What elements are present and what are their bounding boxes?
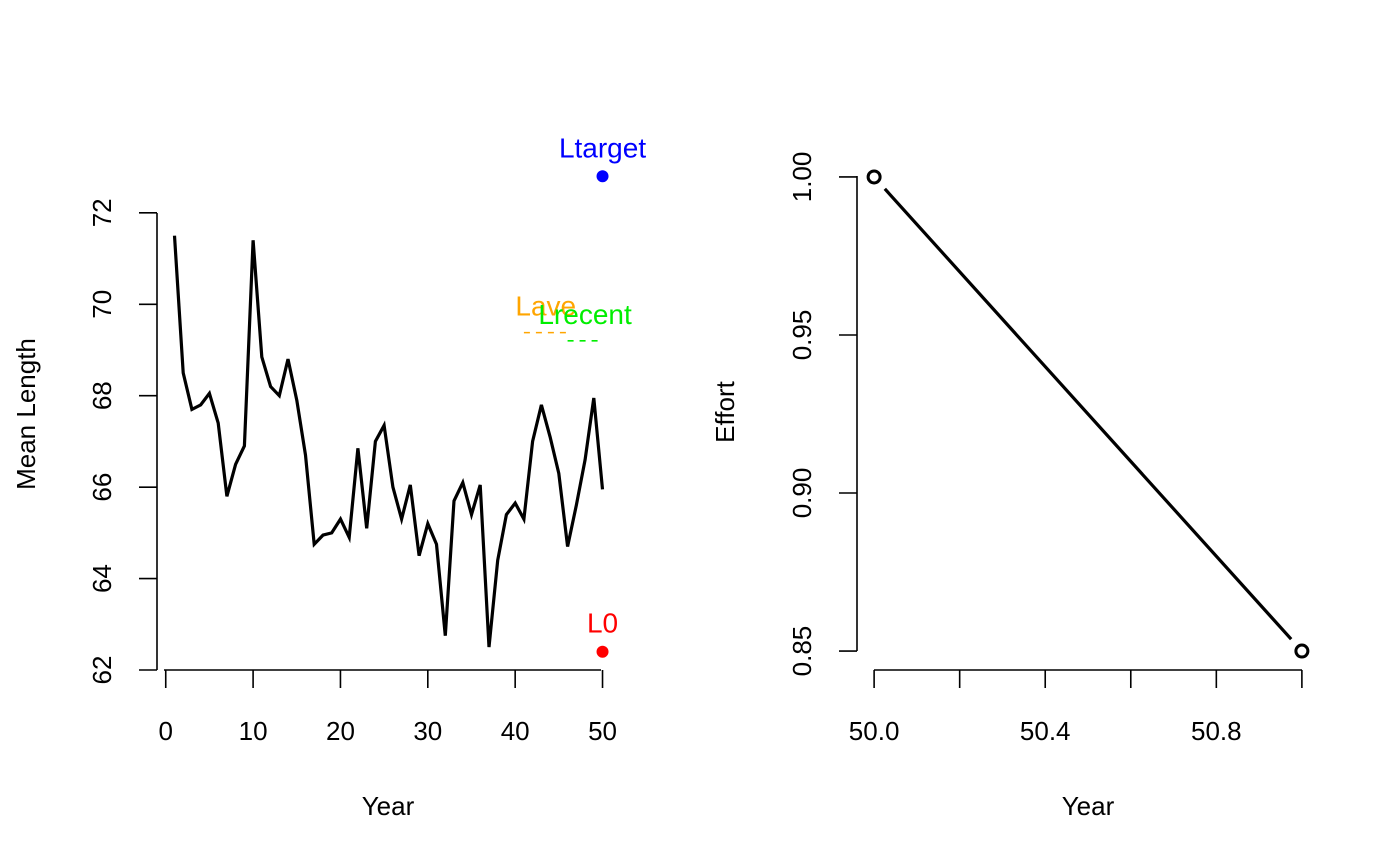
- annotation-label-ltarget: Ltarget: [559, 132, 646, 163]
- effort-x-tick-label: 50.4: [1020, 716, 1071, 746]
- mean-length-y-tick-label: 72: [87, 198, 117, 227]
- mean-length-x-tick-label: 40: [501, 716, 530, 746]
- annotation-point-ltarget: [596, 170, 609, 183]
- effort-points: [866, 169, 1310, 659]
- annotation-label-lrecent: Lrecent: [538, 299, 632, 330]
- effort-x-tick-label: 50.0: [849, 716, 900, 746]
- mean-length-x-tick-label: 30: [413, 716, 442, 746]
- mean-length-y-tick-label: 68: [87, 381, 117, 410]
- mean-length-x-tick-label: 50: [588, 716, 617, 746]
- annotation-label-lave: Lave: [515, 291, 576, 322]
- effort-y-tick-label: 1.00: [787, 152, 817, 203]
- effort-point: [1294, 643, 1310, 659]
- effort-x-axis-title: Year: [1062, 791, 1115, 821]
- effort-point: [866, 169, 882, 185]
- mean-length-x-axis-title: Year: [362, 791, 415, 821]
- annotation-label-l0: L0: [587, 608, 618, 639]
- mean-length-series-line: [172, 235, 605, 648]
- effort-y-tick-label: 0.90: [787, 468, 817, 519]
- effort-ticks: 50.0 50.4 50.8 0.85 0.90 0.95 1.00: [787, 152, 1303, 746]
- mean-length-y-tick-label: 70: [87, 290, 117, 319]
- mean-length-y-axis-title: Mean Length: [11, 338, 41, 490]
- mean-length-y-tick-label: 66: [87, 473, 117, 502]
- effort-y-axis-title: Effort: [710, 380, 740, 442]
- mean-length-x-tick-label: 20: [326, 716, 355, 746]
- effort-series-line: [883, 187, 1293, 641]
- mean-length-x-tick-label: 0: [159, 716, 173, 746]
- annotation-point-l0: [596, 645, 609, 658]
- mean-length-panel: 0 10 20 30 40 50 62 64 66 68 70 72 Ltarget L0 LaveLre…: [11, 132, 646, 821]
- effort-x-tick-label: 50.8: [1191, 716, 1242, 746]
- mean-length-ticks: 0 10 20 30 40 50 62 64 66 68 70 72: [87, 198, 617, 746]
- mean-length-x-tick-label: 10: [239, 716, 268, 746]
- effort-y-tick-label: 0.95: [787, 310, 817, 361]
- effort-panel: 50.0 50.4 50.8 0.85 0.90 0.95 1.00 Year Effort: [710, 152, 1310, 821]
- effort-y-tick-label: 0.85: [787, 626, 817, 677]
- mean-length-y-tick-label: 64: [87, 564, 117, 593]
- mean-length-y-tick-label: 62: [87, 656, 117, 685]
